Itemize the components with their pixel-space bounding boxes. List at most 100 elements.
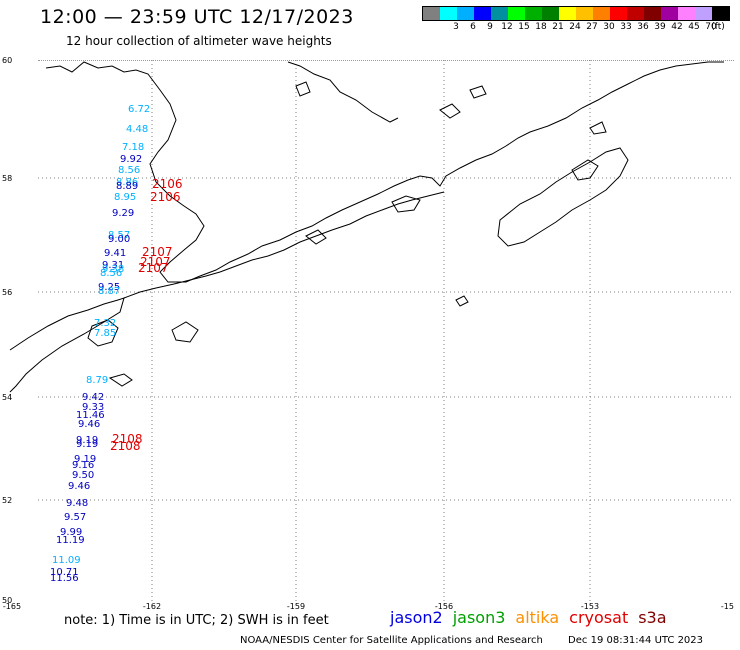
latitude-label: 60: [2, 56, 12, 65]
legend-swatch: [695, 7, 712, 20]
legend-label: 24: [569, 22, 581, 32]
units-note: note: 1) Time is in UTC; 2) SWH is in fe…: [64, 613, 329, 628]
satellite-legend: jason2 jason3 altika cryosat s3a: [390, 608, 677, 627]
wave-height-label: 9.33: [82, 402, 104, 413]
legend-swatch: [593, 7, 610, 20]
longitude-label: -159: [287, 602, 305, 611]
footer-timestamp: Dec 19 08:31:44 UTC 2023: [568, 635, 704, 646]
latitude-label: 54: [2, 393, 12, 402]
coastline-mainland: [45, 61, 724, 283]
lakes-northern: [295, 81, 607, 135]
wave-height-label: 9.57: [64, 512, 86, 523]
legend-swatch: [678, 7, 695, 20]
latitude-label: 52: [2, 496, 12, 505]
longitude-label: -153: [581, 602, 599, 611]
wave-height-label: 9.29: [112, 208, 134, 219]
satellite-legend-item: altika: [515, 608, 560, 627]
coastline-north: [287, 61, 399, 123]
wave-height-label: 8.79: [86, 375, 108, 386]
legend-swatch: [576, 7, 593, 20]
legend-swatch: [610, 7, 627, 20]
wave-height-label: 9.31: [102, 260, 124, 271]
island-sanak: [108, 373, 133, 387]
legend-label: 9: [487, 22, 493, 32]
axis-labels: 60 58 56 54 52 50-165 -162 -159 -156 -153 -15: [2, 56, 734, 611]
wave-height-label: 10.71: [50, 567, 79, 578]
wave-height-label: 8.57: [108, 230, 130, 241]
pass-number-label: 2106: [152, 177, 183, 191]
pass-number-label: 2107: [138, 261, 169, 275]
legend-label: 45: [688, 22, 700, 32]
longitude-label: -156: [435, 602, 453, 611]
legend-label: 33: [620, 22, 632, 32]
satellite-legend-item: jason3: [452, 608, 506, 627]
wave-height-label: 8.87: [98, 286, 120, 297]
island-afognak: [571, 159, 599, 181]
graticule: [38, 60, 734, 605]
legend-swatch: [423, 7, 440, 20]
legend-swatch: [457, 7, 474, 20]
wave-height-label: 9.19: [74, 454, 96, 465]
legend-label: 39: [654, 22, 666, 32]
wave-height-label: 11.56: [50, 573, 79, 584]
legend-label: 70: [705, 22, 717, 32]
wave-height-label: 4.48: [126, 124, 148, 135]
island-kodiak: [497, 147, 629, 247]
wave-height-label: 9.25: [98, 282, 120, 293]
legend-label: 3: [453, 22, 459, 32]
legend-unit: (ft): [711, 22, 725, 32]
latitude-label: 58: [2, 174, 12, 183]
wave-height-label: 9.99: [60, 527, 82, 538]
wave-height-label: 7.32: [94, 318, 116, 329]
pass-number-label: 2108: [110, 439, 141, 453]
footer-credit: NOAA/NESDIS Center for Satellite Applica…: [240, 635, 543, 646]
island-unimak: [87, 319, 119, 347]
satellite-legend-item: jason2: [390, 608, 443, 627]
wave-height-label: 8.95: [114, 192, 136, 203]
wave-height-label: 9.41: [104, 248, 126, 259]
legend-swatch: [559, 7, 576, 20]
wave-height-label: 7.18: [122, 142, 144, 153]
wave-height-label: 9.42: [82, 392, 104, 403]
wave-height-label: 9.19: [76, 439, 98, 450]
wave-height-label: 6.72: [128, 104, 150, 115]
legend-label: 6: [470, 22, 476, 32]
pass-number-label: 2106: [150, 190, 181, 204]
lake-becharof: [305, 229, 327, 245]
wave-height-label: 9.50: [72, 470, 94, 481]
legend-swatch: [525, 7, 542, 20]
pass-number-label: 2108: [112, 432, 143, 446]
page-subtitle: 12 hour collection of altimeter wave hei…: [66, 34, 332, 48]
footer: NOAA/NESDIS Center for Satellite Applica…: [240, 635, 703, 646]
legend-swatch: [491, 7, 508, 20]
coastline-peninsula-tip: [9, 297, 125, 393]
legend-swatch: [474, 7, 491, 20]
map-frame: [38, 60, 734, 606]
wave-height-label: 8.56: [118, 165, 140, 176]
latitude-label: 56: [2, 288, 12, 297]
legend-swatch: [661, 7, 678, 20]
legend-label: 18: [535, 22, 547, 32]
coastline-peninsula-south: [123, 191, 445, 299]
wave-height-label: 8.56: [100, 268, 122, 279]
page-title: 12:00 — 23:59 UTC 12/17/2023: [40, 6, 354, 28]
wave-height-label: 7.85: [94, 328, 116, 339]
color-scale-labels: 3 6 9 12 15 18 21 24 27 30 33 36 39 42 45 70 (ft): [422, 22, 732, 34]
wave-height-label: 9.00: [108, 234, 130, 245]
legend-label: 42: [671, 22, 683, 32]
legend-label: 30: [603, 22, 615, 32]
legend-swatch: [627, 7, 644, 20]
legend-label: 27: [586, 22, 598, 32]
legend-label: 15: [518, 22, 530, 32]
island-shumagin: [171, 321, 199, 343]
wave-height-label: 8.89: [116, 181, 138, 192]
wave-height-label: 9.48: [66, 498, 88, 509]
longitude-label: -15: [721, 602, 734, 611]
wave-height-label: 9.16: [72, 460, 94, 471]
longitude-label: -165: [3, 602, 21, 611]
legend-swatch: [712, 7, 729, 20]
wave-height-label: 9.46: [78, 419, 100, 430]
lake-iliamna: [391, 195, 421, 213]
island-chirikof: [455, 295, 469, 307]
